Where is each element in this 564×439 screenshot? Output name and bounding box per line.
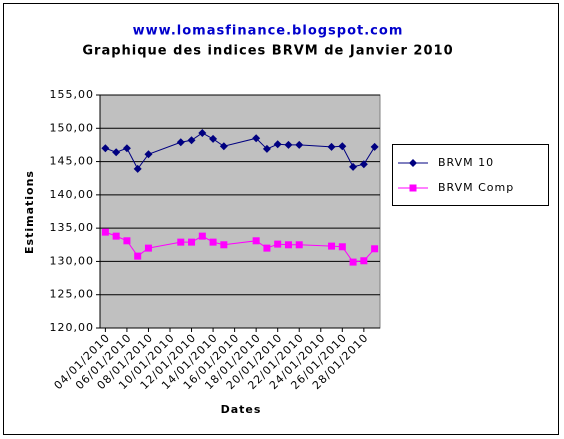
chart-subtitle: Graphique des indices BRVM de Janvier 20… (82, 44, 453, 59)
y-tick-label: 145,00 (50, 155, 95, 168)
point (359, 160, 368, 169)
point (123, 237, 131, 245)
y-axis-title: Estimations (23, 170, 36, 254)
chart-title: www.lomasfinance.blogspot.com (133, 24, 404, 39)
y-tick-label: 120,00 (50, 321, 95, 334)
point (360, 257, 368, 265)
point (349, 258, 357, 266)
point (144, 244, 152, 252)
point (220, 241, 228, 249)
point (349, 162, 358, 171)
point (133, 164, 142, 173)
point (252, 134, 261, 143)
point (198, 232, 206, 240)
y-tick-label: 150,00 (50, 121, 95, 134)
point (274, 240, 282, 248)
point (112, 232, 120, 240)
point (328, 242, 336, 250)
legend-label: BRVM Comp (438, 181, 514, 194)
point (209, 238, 217, 246)
point (198, 128, 207, 137)
y-tick-label: 125,00 (50, 288, 95, 301)
legend-box (392, 144, 549, 206)
legend-label: BRVM 10 (438, 156, 494, 169)
point (284, 241, 292, 249)
point (284, 140, 293, 149)
y-tick-label: 155,00 (50, 88, 95, 101)
point (262, 144, 271, 153)
point (338, 142, 347, 151)
legend-marker (409, 159, 417, 167)
point (177, 238, 185, 246)
point (112, 148, 121, 157)
y-tick-label: 140,00 (50, 188, 95, 201)
point (295, 140, 304, 149)
y-tick-label: 135,00 (50, 221, 95, 234)
point (338, 243, 346, 251)
point (144, 150, 153, 159)
point (101, 144, 110, 153)
point (134, 252, 142, 260)
point (188, 238, 196, 246)
legend-marker (409, 184, 417, 192)
point (176, 138, 185, 147)
point (122, 144, 131, 153)
point (327, 142, 336, 151)
point (252, 237, 260, 245)
point (209, 134, 218, 143)
point (371, 245, 379, 253)
point (370, 142, 379, 151)
point (273, 140, 282, 149)
point (219, 142, 228, 151)
point (295, 241, 303, 249)
point (101, 228, 109, 236)
y-tick-label: 130,00 (50, 254, 95, 267)
x-axis-title: Dates (221, 403, 262, 416)
point (263, 244, 271, 252)
point (187, 136, 196, 145)
plot-area (99, 94, 381, 329)
